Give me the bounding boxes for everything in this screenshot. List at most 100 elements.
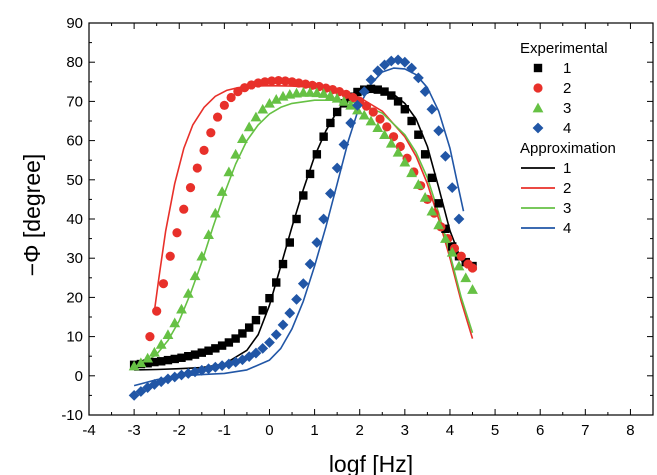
y-tick-label: 90 — [66, 15, 83, 32]
data-point-series-1 — [177, 353, 186, 362]
data-point-series-1 — [312, 150, 322, 159]
data-point-series-3 — [446, 246, 458, 257]
data-point-series-3 — [460, 272, 472, 283]
data-point-series-3 — [419, 192, 431, 202]
data-point-series-3 — [433, 219, 445, 230]
data-point-series-3 — [365, 115, 377, 126]
data-point-series-3 — [149, 346, 160, 357]
x-tick-label: 0 — [265, 422, 273, 439]
data-point-series-3 — [358, 109, 370, 120]
data-point-series-1 — [184, 352, 193, 361]
data-point-series-4 — [284, 307, 296, 319]
data-point-series-4 — [243, 351, 255, 362]
y-tick-label: -10 — [61, 407, 83, 424]
y-tick-label: 60 — [66, 133, 83, 150]
approximation-line-2 — [153, 84, 474, 339]
data-point-series-3 — [264, 97, 275, 108]
data-point-series-4 — [399, 56, 411, 68]
data-point-series-1 — [197, 348, 206, 357]
data-point-series-3 — [379, 129, 390, 140]
data-point-series-3 — [399, 156, 411, 167]
y-tick-label: 10 — [66, 329, 83, 346]
data-point-series-3 — [440, 233, 451, 243]
data-point-series-2 — [273, 76, 284, 86]
data-point-series-4 — [155, 376, 167, 388]
data-point-series-4 — [358, 86, 370, 97]
data-point-series-1 — [204, 346, 213, 355]
data-point-series-2 — [375, 114, 385, 124]
data-point-series-2 — [233, 87, 243, 97]
data-point-series-1 — [211, 344, 220, 353]
approximation-line-4 — [133, 67, 465, 387]
data-point-series-2 — [456, 251, 466, 261]
data-point-series-1 — [238, 329, 247, 338]
data-point-series-1 — [224, 338, 234, 347]
data-point-series-3 — [311, 87, 323, 98]
data-point-series-1 — [278, 259, 288, 269]
data-point-series-1 — [163, 355, 173, 365]
data-point-series-1 — [231, 334, 240, 343]
data-point-series-1 — [190, 350, 200, 359]
data-point-series-3 — [128, 360, 140, 371]
data-point-series-2 — [212, 112, 223, 122]
data-point-series-3 — [392, 146, 404, 157]
legend-label-experimental-2: 2 — [563, 80, 571, 97]
legend-marker-2 — [533, 83, 543, 93]
data-point-series-3 — [176, 303, 187, 314]
data-point-series-2 — [260, 77, 270, 87]
data-point-series-4 — [406, 62, 418, 74]
legend-label-approximation-1: 1 — [563, 160, 571, 177]
data-point-series-3 — [324, 90, 336, 100]
data-point-series-1 — [319, 132, 328, 141]
data-point-series-2 — [185, 183, 196, 193]
data-point-series-1 — [414, 130, 423, 139]
data-point-series-2 — [348, 92, 358, 103]
data-point-series-1 — [326, 118, 335, 128]
data-point-series-2 — [145, 332, 155, 342]
y-tick-label: 30 — [66, 250, 83, 267]
data-point-series-3 — [385, 137, 397, 148]
data-point-series-3 — [189, 270, 201, 281]
data-point-series-1 — [434, 199, 443, 208]
y-tick-label: 80 — [66, 54, 83, 71]
x-tick-label: 2 — [356, 422, 364, 439]
legend-label-approximation-4: 4 — [563, 220, 571, 237]
data-point-series-3 — [162, 329, 174, 339]
x-tick-label: -4 — [82, 422, 95, 439]
data-point-series-3 — [243, 121, 255, 132]
data-point-series-3 — [223, 166, 235, 177]
data-point-series-4 — [149, 379, 160, 390]
data-point-series-4 — [440, 150, 451, 162]
data-point-series-2 — [172, 228, 182, 238]
series-layer — [128, 54, 478, 401]
legend-label-experimental-1: 1 — [563, 60, 571, 77]
data-point-series-3 — [257, 103, 269, 114]
data-point-series-4 — [419, 86, 431, 97]
data-point-series-4 — [433, 125, 445, 137]
data-point-series-2 — [253, 78, 263, 88]
legend-label-experimental-4: 4 — [563, 120, 571, 137]
data-point-series-3 — [318, 88, 330, 98]
data-point-series-2 — [158, 279, 169, 289]
data-point-series-3 — [338, 96, 350, 106]
x-tick-label: 7 — [581, 422, 589, 439]
data-point-series-1 — [393, 97, 403, 106]
data-point-series-4 — [169, 371, 181, 383]
x-tick-label: -2 — [173, 422, 186, 439]
data-point-series-1 — [150, 357, 159, 367]
data-point-series-1 — [258, 306, 267, 315]
x-tick-label: 8 — [626, 422, 634, 439]
data-point-series-2 — [300, 79, 311, 89]
data-point-series-3 — [216, 186, 228, 196]
data-point-series-3 — [331, 92, 343, 103]
data-point-series-1 — [420, 150, 430, 159]
data-point-series-4 — [250, 347, 262, 359]
data-point-series-3 — [196, 250, 208, 261]
x-tick-label: 3 — [401, 422, 409, 439]
data-point-series-4 — [331, 162, 343, 174]
legend-label-approximation-2: 2 — [563, 180, 571, 197]
data-point-series-4 — [304, 258, 316, 270]
data-point-series-3 — [412, 179, 424, 189]
data-point-series-1 — [143, 359, 152, 368]
